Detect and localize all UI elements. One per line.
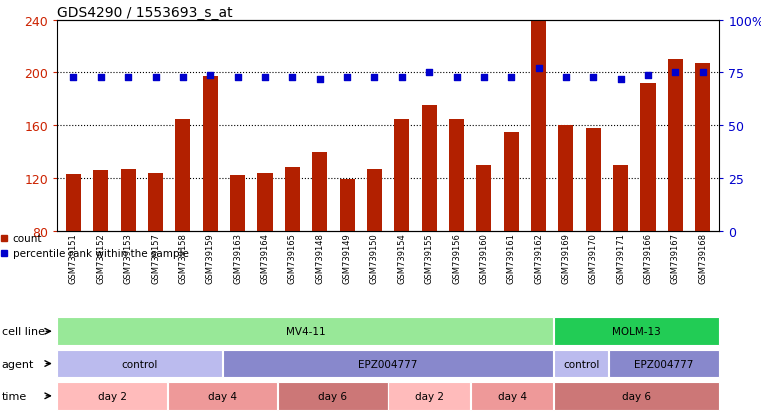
Point xyxy=(505,74,517,81)
Bar xyxy=(668,60,683,231)
Bar xyxy=(586,128,601,231)
Bar xyxy=(167,382,277,410)
Point xyxy=(341,74,353,81)
Text: EPZ004777: EPZ004777 xyxy=(358,358,418,369)
Text: day 2: day 2 xyxy=(415,391,444,401)
Bar xyxy=(121,169,135,231)
Bar xyxy=(422,106,437,231)
Bar xyxy=(279,382,388,410)
Point xyxy=(68,74,80,81)
Text: control: control xyxy=(122,358,158,369)
Bar xyxy=(175,119,190,231)
Bar xyxy=(223,350,553,377)
Point xyxy=(204,72,216,79)
Bar xyxy=(230,176,245,231)
Text: day 4: day 4 xyxy=(208,391,237,401)
Point xyxy=(533,66,545,72)
Bar xyxy=(312,152,327,231)
Text: day 6: day 6 xyxy=(622,391,651,401)
Bar xyxy=(58,350,222,377)
Point xyxy=(478,74,490,81)
Bar xyxy=(339,180,355,231)
Bar xyxy=(148,173,163,231)
Point xyxy=(122,74,134,81)
Bar xyxy=(554,382,718,410)
Text: EPZ004777: EPZ004777 xyxy=(634,358,694,369)
Text: agent: agent xyxy=(2,358,34,369)
Bar xyxy=(696,64,710,231)
Point xyxy=(95,74,107,81)
Bar xyxy=(388,382,470,410)
Point xyxy=(149,74,161,81)
Text: day 6: day 6 xyxy=(318,391,348,401)
Text: day 2: day 2 xyxy=(97,391,127,401)
Text: percentile rank within the sample: percentile rank within the sample xyxy=(12,248,189,258)
Text: control: control xyxy=(563,358,600,369)
Bar xyxy=(58,382,167,410)
Point xyxy=(642,72,654,79)
Bar xyxy=(394,119,409,231)
Text: GDS4290 / 1553693_s_at: GDS4290 / 1553693_s_at xyxy=(57,6,233,20)
Point xyxy=(587,74,600,81)
Bar xyxy=(285,168,300,231)
Bar xyxy=(641,84,655,231)
Bar xyxy=(58,318,553,345)
Point xyxy=(368,74,380,81)
Point xyxy=(231,74,244,81)
Bar xyxy=(613,166,628,231)
Bar xyxy=(476,166,492,231)
Bar xyxy=(609,350,718,377)
Point xyxy=(259,74,271,81)
Bar xyxy=(257,173,272,231)
Point xyxy=(396,74,408,81)
Point xyxy=(615,76,627,83)
Text: MOLM-13: MOLM-13 xyxy=(612,326,661,337)
Bar xyxy=(554,318,718,345)
Point xyxy=(560,74,572,81)
Bar xyxy=(531,21,546,231)
Bar xyxy=(554,350,609,377)
Bar xyxy=(367,169,382,231)
Text: day 4: day 4 xyxy=(498,391,527,401)
Text: count: count xyxy=(12,233,42,243)
Text: MV4-11: MV4-11 xyxy=(285,326,325,337)
Point xyxy=(696,70,708,76)
Bar xyxy=(559,126,574,231)
Bar xyxy=(504,133,519,231)
Bar xyxy=(471,382,553,410)
Bar xyxy=(202,77,218,231)
Point xyxy=(177,74,189,81)
Point xyxy=(669,70,681,76)
Bar xyxy=(94,171,108,231)
Point xyxy=(314,76,326,83)
Point xyxy=(423,70,435,76)
Text: cell line: cell line xyxy=(2,326,45,337)
Bar xyxy=(449,119,464,231)
Point xyxy=(286,74,298,81)
Point xyxy=(451,74,463,81)
Text: time: time xyxy=(2,391,27,401)
Bar xyxy=(66,175,81,231)
